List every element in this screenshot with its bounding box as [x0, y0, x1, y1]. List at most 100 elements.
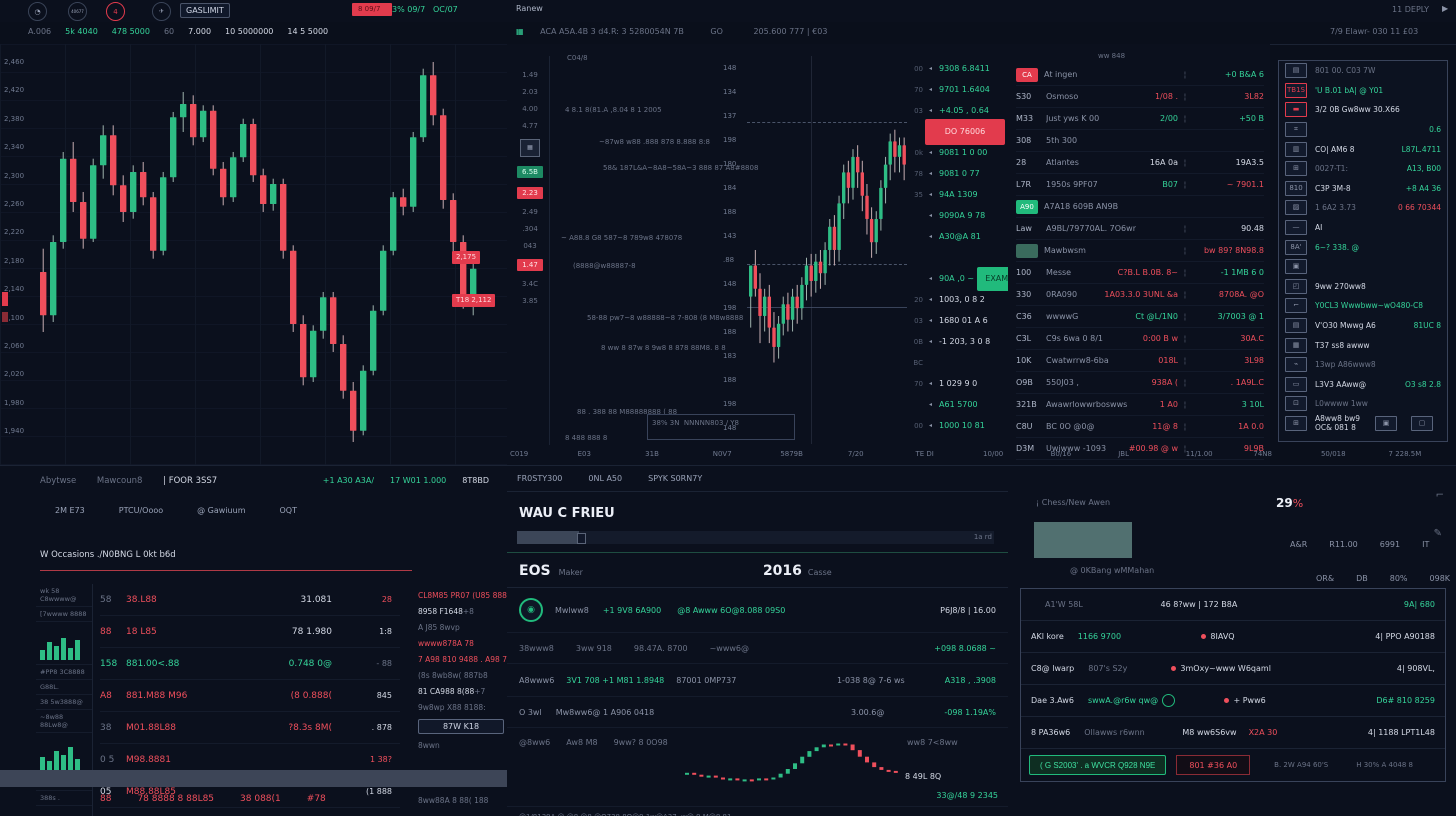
alarm-gauge-icon[interactable]: 4	[106, 2, 125, 21]
watchlist-row[interactable]: CA At ingen ¦ +0 B&A 6	[1016, 64, 1264, 86]
toggle-icon[interactable]	[1162, 694, 1176, 707]
stat-row[interactable]: ▣	[1279, 257, 1447, 277]
ask-tag[interactable]: 2.23	[517, 187, 543, 199]
tab-3[interactable]: OQT	[279, 506, 297, 515]
table-row[interactable]: 158 881.00<.88 0.748 0@ - 88	[100, 648, 400, 680]
table-row[interactable]: 05 M88.88L85 (1 888	[100, 776, 400, 808]
header-label-2[interactable]: Mawcoun8	[96, 476, 143, 486]
mini-market-item[interactable]: wk 58 C8wwww@	[36, 584, 92, 607]
mini-bar-chart[interactable]	[36, 622, 92, 665]
corner-icon[interactable]: ⌐	[1435, 490, 1444, 501]
order-row[interactable]: AKl kore 1166 9700 8IAVQ 4| PPO A90188	[1021, 621, 1445, 653]
price-scale-strip[interactable]: 1.49 2.03 4.00 4.77 ▦ 6.5B 2.23 2.49 .304 043 1.47…	[513, 62, 547, 314]
detail-tab-0[interactable]: FR0STY300	[517, 474, 563, 483]
watchlist-row[interactable]: M33 Just yws K 00 2/00 ¦ +50 B	[1016, 108, 1264, 130]
watchlist-row[interactable]: D3M Uwjwww -1093 #00.98 @ w ¦ 9L9B	[1016, 438, 1264, 460]
gauge-icon-2[interactable]: 40677	[68, 2, 87, 21]
watchlist-row[interactable]: C36 wwwwG Ct @L/1N0 ¦ 3/7003 @ 1	[1016, 306, 1264, 328]
stat-row[interactable]: ⊞ A8ww8 bw9 OC& 081 8 ▣ ▢	[1279, 414, 1447, 434]
stat-row[interactable]: ▥ CO| AM6 8 L87L.4711	[1279, 139, 1447, 159]
order-book-row[interactable]: 03 ◂ +4.05 , 0.64	[907, 100, 1007, 121]
selected-row-highlight[interactable]	[0, 770, 507, 787]
order-book-row[interactable]: 00 ◂ 1000 10 81	[907, 415, 1007, 436]
mini-box-icon[interactable]: ▣	[1375, 415, 1397, 431]
table-row[interactable]: 58 38.L88 31.081 28	[100, 584, 400, 616]
watchlist-row[interactable]: Law A9BL/79770AL. 7O6wr ¦ 90.48	[1016, 218, 1264, 240]
asset-row-3[interactable]: A8www6 3V1 708 +1 M81 1.8948 87001 0MP73…	[507, 664, 1008, 697]
order-book-row[interactable]: 70 ◂ 9701 1.6404	[907, 79, 1007, 100]
asset-row-2[interactable]: 38www8 3ww 918 98.47A. 8700 ~www6@ +098 8.0…	[507, 633, 1008, 664]
range-slider[interactable]: 1a rd	[517, 531, 994, 544]
stat-row[interactable]: ⊡ L0wwww 1ww	[1279, 394, 1447, 414]
order-row[interactable]: C8@ lwarp 807's S2y 3mOxy~www W6qaml 4| 908…	[1021, 653, 1445, 685]
stat-row[interactable]: ▤ 801 00. C03 7W	[1279, 61, 1447, 81]
gaslimit-button[interactable]: GASLIMIT	[180, 3, 230, 18]
stat-row[interactable]: ⌐ Y0CL3 Wwwbww~wO480-C8	[1279, 296, 1447, 316]
go-label[interactable]: GO	[710, 27, 723, 36]
order-book-row[interactable]: 0k ◂ 9081 1 0 00	[907, 142, 1007, 163]
watchlist-row[interactable]: A90 A7A18 609B AN9B	[1016, 196, 1264, 218]
order-book-row[interactable]: ◂ A30@A 81	[907, 226, 1007, 247]
amount-input[interactable]: 801 #36 A0	[1176, 755, 1251, 775]
order-book[interactable]: 00 ◂ 9308 6.8411 70 ◂ 9701 1.6404 03 ◂ +4.05 , 0…	[907, 58, 1021, 436]
watchlist-row[interactable]: S30 Osmoso 1/08 . ¦ 3L82	[1016, 86, 1264, 108]
stat-row[interactable]: ▤ V'O30 Mwwg A6 81UC 8	[1279, 316, 1447, 336]
table-row[interactable]: 88 18 L85 78 1.980 1:8	[100, 616, 400, 648]
order-book-row[interactable]: DO 76006	[907, 118, 1007, 145]
stat-row[interactable]: 8A' 6~? 338. @	[1279, 237, 1447, 257]
header-label-1[interactable]: Abytwse	[40, 476, 77, 486]
stat-row[interactable]: ⌗ 0.6	[1279, 120, 1447, 140]
watchlist-row[interactable]: L7R 1950s 9PF07 B07 ¦ ~ 7901.1	[1016, 174, 1264, 196]
watchlist-row[interactable]: 28 Atlantes 16A 0a ¦ 19A3.5	[1016, 152, 1264, 174]
mid-plot-area[interactable]: 148 134 137 198 180 184 188 143 .88 148 198 188 183 1…	[551, 56, 907, 444]
sell-button[interactable]: DO 76006	[925, 118, 1005, 145]
mini-market-item[interactable]: ~8w88 88Lw8@	[36, 710, 92, 733]
watchlist-row[interactable]: C3L C9s 6wa 0 8/1 0:00 B w ¦ 30A.C	[1016, 328, 1264, 350]
pen-icon[interactable]: ✎	[1433, 528, 1442, 539]
ask-tag[interactable]: 1.47	[517, 259, 543, 271]
price-scale-item[interactable]: 6.5B	[513, 166, 547, 178]
watchlist-row[interactable]: 330 0RA090 1A03.3.0 3UNL &a ¦ 8708A. @O	[1016, 284, 1264, 306]
watchlist-panel[interactable]: ww 848 CA At ingen ¦ +0 B&A 6 S30 Osmoso 1/08 …	[1008, 44, 1270, 482]
order-book-row[interactable]: BC	[907, 352, 1007, 373]
order-book-row[interactable]: 70 ◂ 1 029 9 0	[907, 373, 1007, 394]
watchlist-row[interactable]: C8U BC 0O @0@ 11@ 8 ¦ 1A 0.0	[1016, 416, 1264, 438]
mini-box-icon[interactable]: ▢	[1411, 415, 1433, 431]
stat-row[interactable]: ▦ T37 ss8 awww	[1279, 335, 1447, 355]
header-label-3[interactable]: | FOOR 3SS7	[163, 476, 218, 486]
market-stats-panel[interactable]: ▤ 801 00. C03 7W TB1S 'U B.01 bA| @ Y01 ▬ 3/2…	[1278, 60, 1448, 442]
stat-row[interactable]: ⌁ 13wp A86www8	[1279, 355, 1447, 375]
price-scale-item[interactable]: 2.23	[513, 187, 547, 199]
table-row[interactable]: 38 M01.88L88 ?8.3s 8M(. 878	[100, 712, 400, 744]
stat-row[interactable]: ▬ 3/2 0B Gw8ww 30.X66	[1279, 100, 1447, 120]
play-icon[interactable]: ▶	[1442, 4, 1449, 13]
mini-market-item[interactable]: 388s .	[36, 791, 92, 806]
order-book-row[interactable]: 0B ◂ -1 203, 3 0 8	[907, 331, 1007, 352]
order-book-row[interactable]: 35 ◂ 94A 1309	[907, 184, 1007, 205]
stat-row[interactable]: ◰ 9ww 270ww8	[1279, 277, 1447, 297]
price-scale-item[interactable]: 1.47	[513, 259, 547, 271]
detail-tab-2[interactable]: SPYK S0RN7Y	[648, 474, 703, 483]
order-book-row[interactable]: 00 ◂ 9308 6.8411	[907, 58, 1007, 79]
stat-row[interactable]: TB1S 'U B.01 bA| @ Y01	[1279, 81, 1447, 101]
watchlist-row[interactable]: 321B Awawrlowwrboswws 1 A0 ¦ 3 10L	[1016, 394, 1264, 416]
alert-badge[interactable]: 8 09/7	[352, 3, 392, 16]
confirm-order-button[interactable]: ( G S2003' . a WVCR Q928 N9E	[1029, 755, 1167, 775]
stat-row[interactable]: 810 C3P 3M-8 +8 A4 36	[1279, 179, 1447, 199]
watchlist-row[interactable]: O9B 550J03 , 938A (¦ . 1A9L.C	[1016, 372, 1264, 394]
mini-market-item[interactable]: G88L.	[36, 680, 92, 695]
watchlist-row[interactable]: Mawbwsm ¦ bw 89? 8N98.8	[1016, 240, 1264, 262]
order-book-row[interactable]: 20 ◂ 1003, 0 8 2	[907, 289, 1007, 310]
gauge-icon-1[interactable]: ◔	[28, 2, 47, 21]
subaccount-label[interactable]: @ 0KBang wMMahan	[1070, 566, 1155, 575]
watchlist-row[interactable]: 100 Messe C?B.L B.0B. 8~ ¦ -1 1MB 6 0	[1016, 262, 1264, 284]
main-candlestick-chart[interactable]: 2,460 2,420 2,380 2,340 2,300 2,260 2,220 2,180…	[0, 44, 508, 465]
plane-gauge-icon[interactable]: ✈	[152, 2, 171, 21]
mini-market-item[interactable]: #PP8 3C8888	[36, 665, 92, 680]
stat-row[interactable]: ▭ L3V3 AAww@ O3 s8 2.8	[1279, 375, 1447, 395]
order-book-row[interactable]	[907, 247, 1007, 268]
table-row[interactable]: A8 881.M88 M96 (8 0.888(845	[100, 680, 400, 712]
size-button[interactable]: 87W K18	[418, 719, 504, 734]
stat-row[interactable]: — AI	[1279, 218, 1447, 238]
